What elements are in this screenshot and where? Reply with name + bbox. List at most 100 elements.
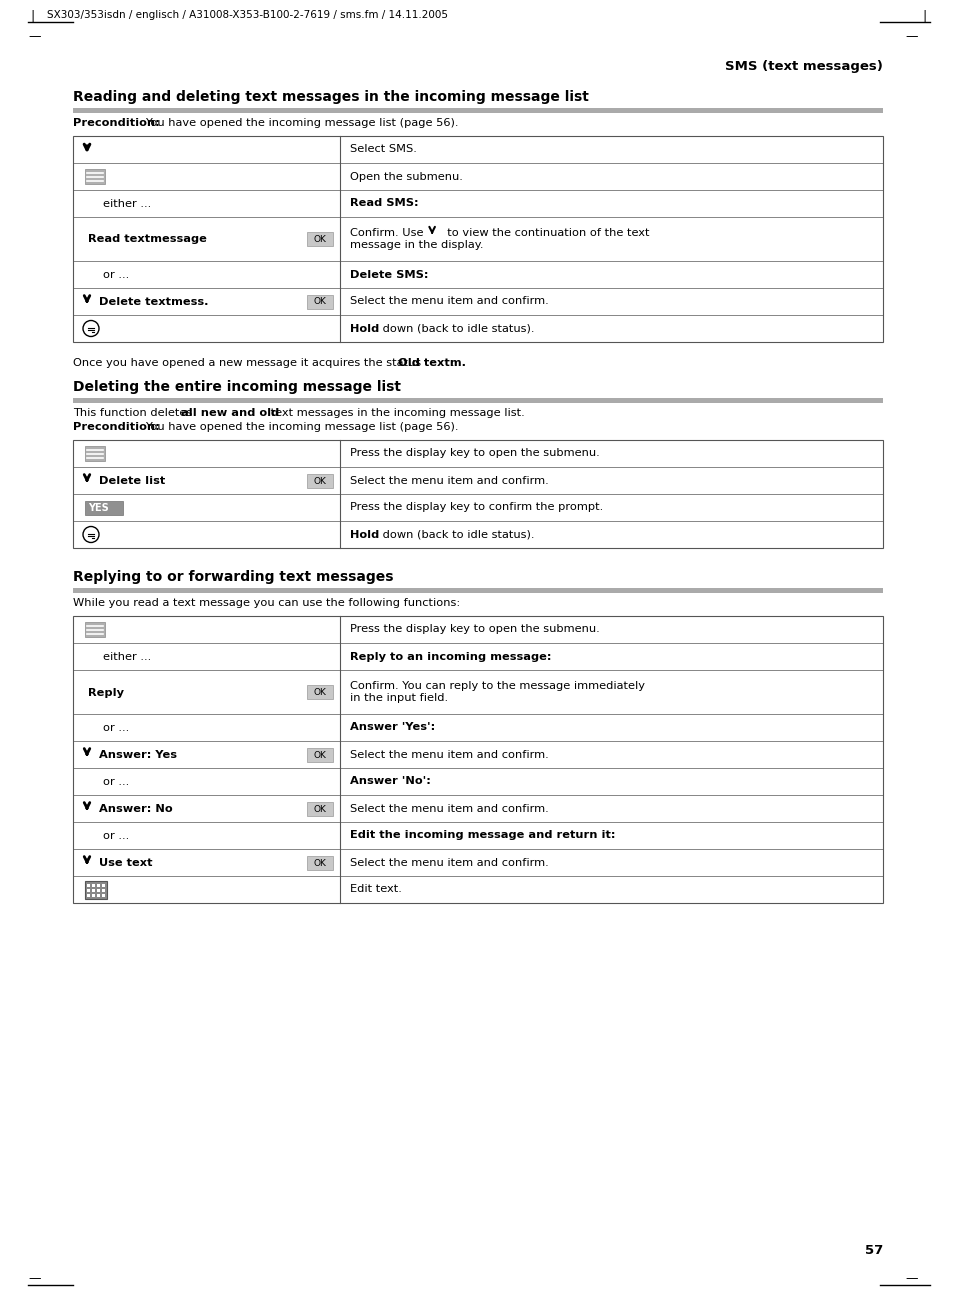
Text: YES: YES — [88, 503, 109, 514]
Text: either ...: either ... — [103, 652, 152, 663]
Text: Press the display key to open the submenu.: Press the display key to open the submen… — [350, 448, 599, 459]
Text: This function deletes: This function deletes — [73, 408, 195, 418]
Text: Select the menu item and confirm.: Select the menu item and confirm. — [350, 297, 548, 307]
Text: Answer 'Yes':: Answer 'Yes': — [350, 723, 435, 732]
Text: |: | — [921, 10, 925, 24]
Text: You have opened the incoming message list (page 56).: You have opened the incoming message lis… — [145, 118, 458, 128]
Text: —: — — [28, 30, 40, 43]
Bar — [73, 440, 882, 548]
Bar — [307, 856, 333, 869]
Text: Reading and deleting text messages in the incoming message list: Reading and deleting text messages in th… — [73, 90, 588, 105]
Text: Edit the incoming message and return it:: Edit the incoming message and return it: — [350, 830, 615, 840]
Bar — [85, 501, 123, 515]
Text: Precondition:: Precondition: — [73, 422, 159, 433]
Text: Use text: Use text — [99, 857, 152, 868]
Text: Select SMS.: Select SMS. — [350, 145, 416, 154]
Text: Old textm.: Old textm. — [397, 358, 465, 369]
Text: Press the display key to confirm the prompt.: Press the display key to confirm the pro… — [350, 502, 602, 512]
Bar — [307, 685, 333, 699]
Bar — [85, 881, 107, 898]
Text: Read SMS:: Read SMS: — [350, 199, 418, 209]
Text: text messages in the incoming message list.: text messages in the incoming message li… — [267, 408, 524, 418]
Text: Open the submenu.: Open the submenu. — [350, 171, 462, 182]
Text: Deleting the entire incoming message list: Deleting the entire incoming message lis… — [73, 380, 400, 393]
Text: Hold: Hold — [350, 529, 379, 540]
Text: Once you have opened a new message it acquires the status: Once you have opened a new message it ac… — [73, 358, 424, 369]
Bar — [307, 801, 333, 816]
Text: Select the menu item and confirm.: Select the menu item and confirm. — [350, 804, 548, 813]
Bar — [87, 889, 91, 891]
Bar — [97, 889, 100, 891]
Bar — [97, 884, 100, 887]
Text: SX303/353isdn / englisch / A31008-X353-B100-2-7619 / sms.fm / 14.11.2005: SX303/353isdn / englisch / A31008-X353-B… — [47, 10, 448, 20]
Text: to view the continuation of the text: to view the continuation of the text — [439, 227, 649, 238]
Text: all new and old: all new and old — [181, 408, 279, 418]
Text: Confirm. You can reply to the message immediately: Confirm. You can reply to the message im… — [350, 681, 644, 691]
Text: While you read a text message you can use the following functions:: While you read a text message you can us… — [73, 599, 459, 608]
Text: Confirm. Use: Confirm. Use — [350, 227, 427, 238]
Text: Select the menu item and confirm.: Select the menu item and confirm. — [350, 857, 548, 868]
Bar — [307, 473, 333, 488]
Bar — [73, 108, 882, 112]
Text: You have opened the incoming message list (page 56).: You have opened the incoming message lis… — [145, 422, 458, 433]
Text: .: . — [451, 358, 455, 369]
Text: down (back to idle status).: down (back to idle status). — [379, 324, 535, 333]
Text: Answer 'No':: Answer 'No': — [350, 776, 431, 787]
Text: OK: OK — [314, 298, 326, 307]
Bar — [102, 884, 106, 887]
Text: Answer: No: Answer: No — [99, 804, 172, 814]
Text: Delete SMS:: Delete SMS: — [350, 269, 428, 280]
Bar — [91, 889, 95, 891]
Text: OK: OK — [314, 859, 326, 868]
Bar — [102, 889, 106, 891]
Text: or ...: or ... — [103, 723, 129, 733]
Text: —: — — [28, 1272, 40, 1285]
Text: OK: OK — [314, 750, 326, 759]
Text: SMS (text messages): SMS (text messages) — [724, 60, 882, 73]
Text: either ...: either ... — [103, 199, 152, 209]
Text: Press the display key to open the submenu.: Press the display key to open the submen… — [350, 625, 599, 634]
Text: Reply: Reply — [88, 687, 124, 698]
Text: OK: OK — [314, 687, 326, 697]
Text: —: — — [904, 1272, 917, 1285]
Text: Answer: Yes: Answer: Yes — [99, 750, 177, 759]
Bar — [91, 884, 95, 887]
Text: or ...: or ... — [103, 776, 129, 787]
Bar — [87, 884, 91, 887]
Text: message in the display.: message in the display. — [350, 240, 483, 250]
Bar — [85, 446, 105, 461]
Bar — [73, 616, 882, 903]
Text: Precondition:: Precondition: — [73, 118, 159, 128]
Text: Delete list: Delete list — [99, 476, 165, 486]
Bar — [102, 894, 106, 897]
Text: Hold: Hold — [350, 324, 379, 333]
Text: 57: 57 — [863, 1244, 882, 1257]
Bar — [85, 622, 105, 637]
Text: Read textmessage: Read textmessage — [88, 234, 207, 244]
Text: down (back to idle status).: down (back to idle status). — [379, 529, 535, 540]
Bar — [73, 136, 882, 342]
Text: Select the menu item and confirm.: Select the menu item and confirm. — [350, 749, 548, 759]
Text: Reply to an incoming message:: Reply to an incoming message: — [350, 651, 551, 661]
Text: in the input field.: in the input field. — [350, 693, 448, 703]
Text: OK: OK — [314, 235, 326, 244]
Text: OK: OK — [314, 477, 326, 485]
Bar — [87, 894, 91, 897]
Text: OK: OK — [314, 805, 326, 813]
Bar — [97, 894, 100, 897]
Bar — [307, 294, 333, 308]
Text: or ...: or ... — [103, 831, 129, 840]
Text: Select the menu item and confirm.: Select the menu item and confirm. — [350, 476, 548, 485]
Bar — [85, 169, 105, 184]
Text: Edit text.: Edit text. — [350, 885, 401, 894]
Bar — [307, 233, 333, 246]
Bar — [91, 894, 95, 897]
Text: Replying to or forwarding text messages: Replying to or forwarding text messages — [73, 570, 393, 584]
Text: |: | — [30, 10, 34, 24]
Bar — [73, 399, 882, 403]
Text: Delete textmess.: Delete textmess. — [99, 297, 209, 307]
Text: —: — — [904, 30, 917, 43]
Text: or ...: or ... — [103, 271, 129, 280]
Bar — [307, 748, 333, 762]
Bar — [73, 588, 882, 593]
